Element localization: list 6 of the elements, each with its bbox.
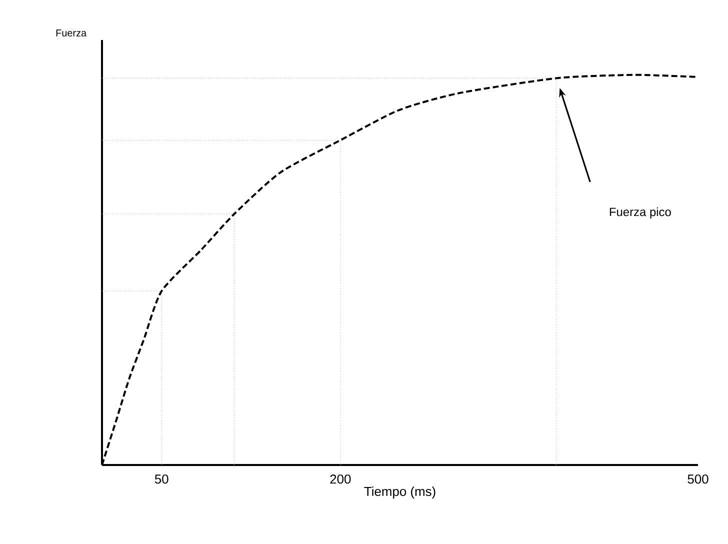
- x-tick-label: 500: [688, 474, 708, 484]
- x-tick-label: 200: [330, 474, 351, 484]
- x-axis-title: Tiempo (ms): [364, 486, 436, 499]
- x-tick-label: 50: [154, 474, 168, 484]
- annotation: Fuerza pico: [610, 207, 671, 219]
- y-axis-title: Fuerza: [56, 30, 87, 36]
